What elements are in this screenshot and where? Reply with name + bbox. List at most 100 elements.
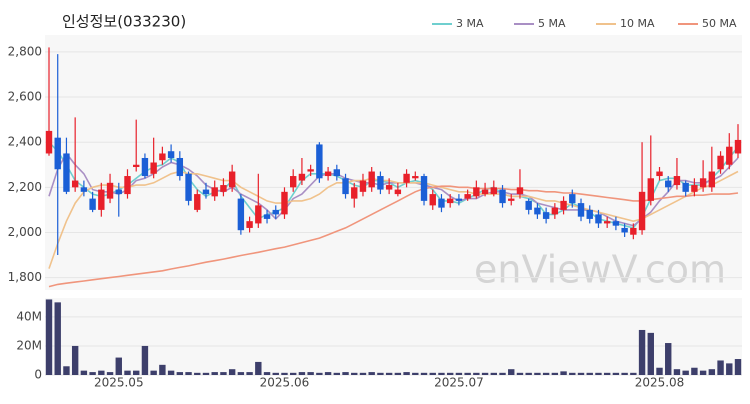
volume-bar (124, 370, 131, 375)
candle-body (516, 187, 524, 195)
legend-label: 50 MA (702, 17, 737, 30)
candle-body (237, 198, 245, 231)
volume-bar (202, 372, 210, 375)
candle-body (272, 209, 279, 215)
y-tick-label: 2,200 (8, 180, 42, 194)
volume-bar (577, 372, 585, 375)
volume-bar (63, 366, 70, 375)
candle-body (115, 189, 122, 195)
volume-bar (246, 372, 253, 375)
volume-bar (141, 345, 149, 375)
volume-bar (45, 299, 53, 375)
volume-bar (638, 329, 646, 375)
candle-body (734, 139, 742, 154)
candle-body (726, 146, 733, 165)
candle-body (255, 205, 262, 224)
ma-line (48, 152, 739, 227)
y-tick-label: 20M (16, 338, 42, 352)
candle-body (403, 173, 410, 183)
candle-body (106, 182, 114, 199)
volume-bar (726, 363, 733, 375)
volume-bar (290, 372, 297, 375)
volume-bar (263, 372, 271, 375)
volume-bar (98, 370, 105, 375)
candle-body (133, 164, 140, 168)
volume-bar (220, 372, 227, 375)
volume-bar (167, 370, 175, 375)
x-tick-label: 2025.08 (635, 376, 685, 390)
x-tick-label: 2025.06 (260, 376, 310, 390)
volume-bar (54, 302, 61, 375)
y-tick-label: 2,600 (8, 90, 42, 104)
candle-body (394, 189, 402, 195)
candle-body (385, 185, 393, 190)
candle-body (71, 180, 79, 188)
candle-body (185, 173, 192, 201)
candle-body (560, 200, 567, 210)
candle-body (656, 171, 663, 177)
volume-bar (630, 372, 637, 375)
candle-body (263, 214, 271, 219)
volume-bar (516, 372, 524, 375)
candle-body (324, 171, 332, 177)
candle-body (542, 212, 550, 219)
volume-bar (115, 357, 122, 375)
candle-body (246, 221, 253, 228)
candle-body (455, 198, 463, 201)
volume-bar (612, 372, 620, 375)
candle-body (481, 189, 489, 195)
x-tick-label: 2025.05 (94, 376, 144, 390)
candle-body (342, 178, 349, 195)
volume-bar (673, 369, 681, 375)
candle-body (647, 178, 654, 201)
volume-bar (412, 372, 419, 375)
candle-body (691, 185, 698, 192)
volume-bar (508, 369, 515, 375)
candle-body (717, 155, 724, 170)
volume-bar (342, 372, 349, 375)
volume-bar (490, 372, 497, 375)
volume-panel (45, 298, 742, 375)
volume-bar (438, 372, 445, 375)
volume-bar (542, 372, 550, 375)
volume-bar (691, 367, 698, 375)
volume-bar (455, 372, 463, 375)
volume-bar (71, 345, 79, 375)
legend-label: 5 MA (538, 17, 566, 30)
volume-bar (228, 369, 236, 375)
volume-bar (621, 372, 628, 375)
candle-body (159, 153, 166, 161)
volume-bar (80, 370, 88, 375)
y-tick-label: 0 (34, 368, 42, 382)
candle-body (446, 198, 454, 204)
x-tick-label: 2025.07 (434, 376, 484, 390)
volume-bar (281, 372, 288, 375)
volume-bar (682, 370, 689, 375)
candle-body (508, 198, 515, 201)
volume-bar (647, 332, 654, 375)
candle-body (316, 144, 323, 179)
ma-line (48, 170, 739, 269)
candle-body (377, 176, 384, 190)
candle-body (202, 189, 210, 195)
volume-bar (298, 372, 306, 375)
volume-bar (560, 371, 567, 375)
candle-body (124, 176, 131, 195)
candle-body (473, 187, 480, 197)
volume-bar (499, 372, 506, 375)
volume-bar (699, 370, 707, 375)
candle-body (63, 153, 70, 192)
ma-line (48, 185, 739, 288)
volume-bar (603, 372, 611, 375)
candle-body (499, 189, 506, 204)
candle-body (595, 214, 602, 224)
candle-body (167, 151, 175, 158)
candle-body (141, 157, 149, 177)
volume-bar (176, 372, 184, 375)
volume-bar (708, 369, 716, 375)
volume-bar (464, 372, 471, 375)
chart-title: 인성정보(033230) (62, 13, 186, 31)
candle-body (638, 191, 646, 231)
candle-body (368, 171, 375, 188)
ma-line (48, 141, 739, 229)
